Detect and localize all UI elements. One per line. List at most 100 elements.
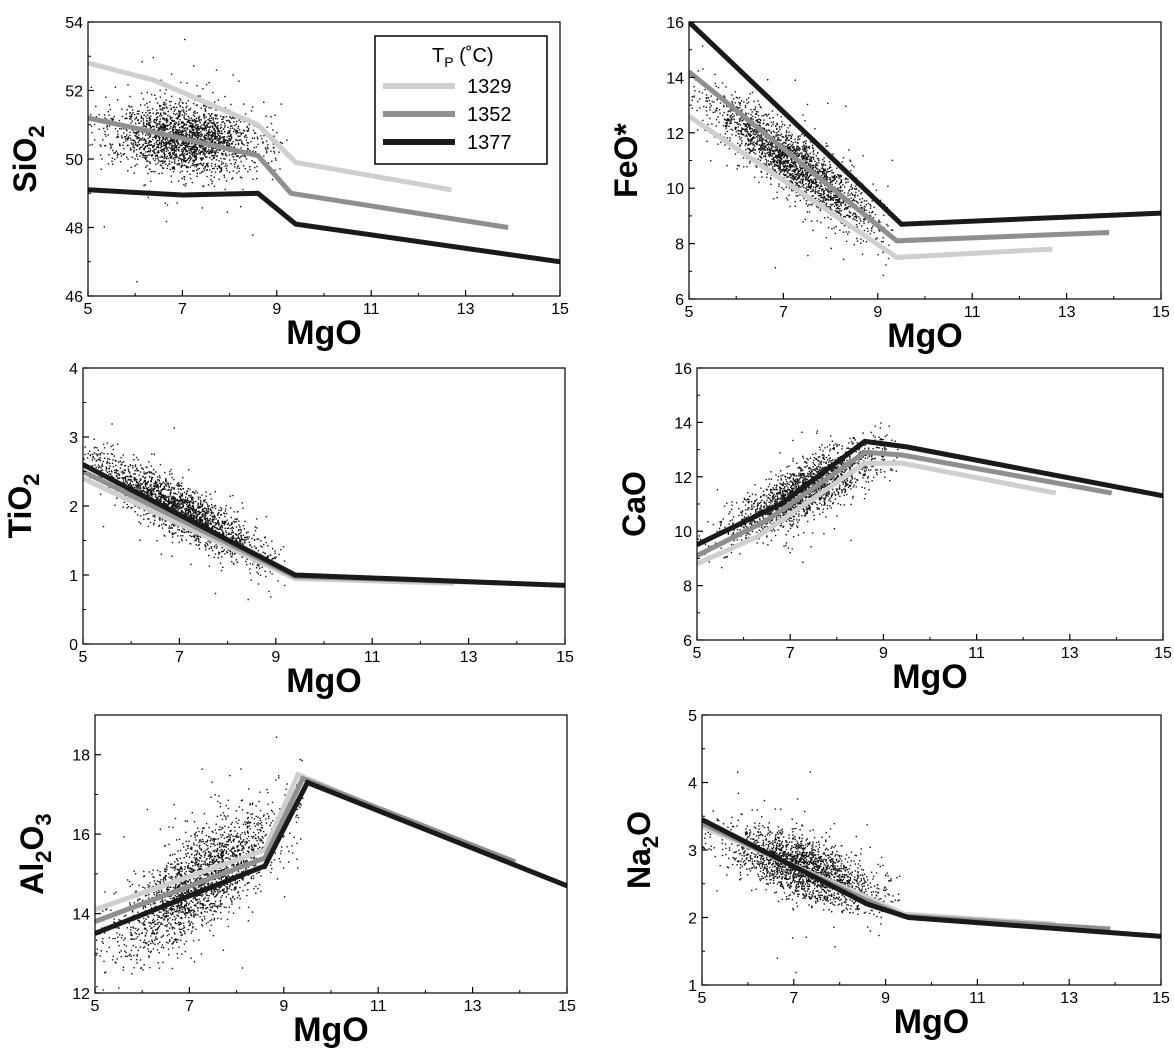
data-point [781,169,783,171]
data-point [150,141,152,143]
x-tick-label: 7 [779,304,788,321]
data-point [834,182,837,184]
data-point [202,162,205,165]
data-point [186,133,188,136]
data-point [90,86,93,89]
data-point [182,126,184,129]
data-point [785,186,787,188]
data-point [179,506,181,508]
data-point [716,109,718,112]
data-point [854,199,856,202]
data-point [140,138,142,140]
data-point [797,195,799,197]
data-point [882,237,884,239]
data-point [117,470,119,472]
data-point [726,114,728,116]
data-point [167,157,169,160]
data-point [804,170,806,172]
data-point [769,153,772,155]
data-point [142,121,145,123]
data-point [205,109,207,112]
data-point [808,187,811,189]
data-point [785,136,787,138]
data-point [808,176,810,178]
data-point [223,176,226,178]
data-point [229,116,231,118]
data-point [837,173,839,176]
data-point [119,460,121,463]
data-point [822,173,824,175]
data-point [200,162,202,164]
data-point [836,167,838,169]
data-point [129,115,131,117]
data-point [806,161,809,164]
data-point [93,123,96,126]
data-point [737,107,739,109]
data-point [790,140,792,143]
data-point [175,140,178,142]
data-point [821,163,823,165]
data-point [130,114,133,116]
data-point [803,140,806,143]
data-point [172,487,174,489]
data-point [164,471,166,474]
data-point [779,157,781,160]
data-point [796,177,799,179]
data-point [193,147,195,149]
data-point [872,225,874,227]
data-point [857,202,859,204]
data-point [173,524,175,526]
data-point [223,116,225,118]
data-point [800,156,803,158]
data-point [232,553,234,556]
data-point [878,229,880,231]
data-point [872,183,874,185]
data-point [179,114,181,116]
data-point [761,142,763,144]
data-point [185,150,187,153]
data-point [863,222,865,225]
data-point [256,165,258,168]
data-point [752,150,754,152]
data-point [791,177,793,179]
data-point [241,537,243,540]
data-point [161,123,163,126]
data-point [235,159,237,161]
y-tick-label: 46 [65,289,83,306]
data-point [137,136,139,138]
data-point [805,156,807,158]
data-point [247,127,250,130]
data-point [271,178,274,181]
data-point [103,114,106,116]
data-point [768,143,770,146]
data-point [128,105,130,107]
data-point [175,145,178,147]
data-point [761,139,764,142]
data-point [156,102,159,104]
data-point [814,166,817,169]
data-point [827,227,830,229]
data-point [207,512,209,515]
data-point [149,101,151,103]
data-point [827,195,830,198]
data-point [764,164,767,166]
data-point [212,149,214,151]
data-point [189,159,192,161]
data-point [731,94,733,96]
data-point [183,152,185,155]
data-point [146,160,148,162]
data-point [848,210,851,213]
data-point [849,159,851,161]
data-point [238,119,240,121]
data-point [198,126,200,128]
data-point [152,126,154,128]
data-point [723,95,725,97]
data-point [785,174,787,177]
data-point [212,157,215,160]
data-point [748,124,750,126]
data-point [739,119,742,121]
data-point [189,145,192,148]
data-point [141,146,143,148]
data-point [160,115,163,117]
data-point [184,38,186,41]
